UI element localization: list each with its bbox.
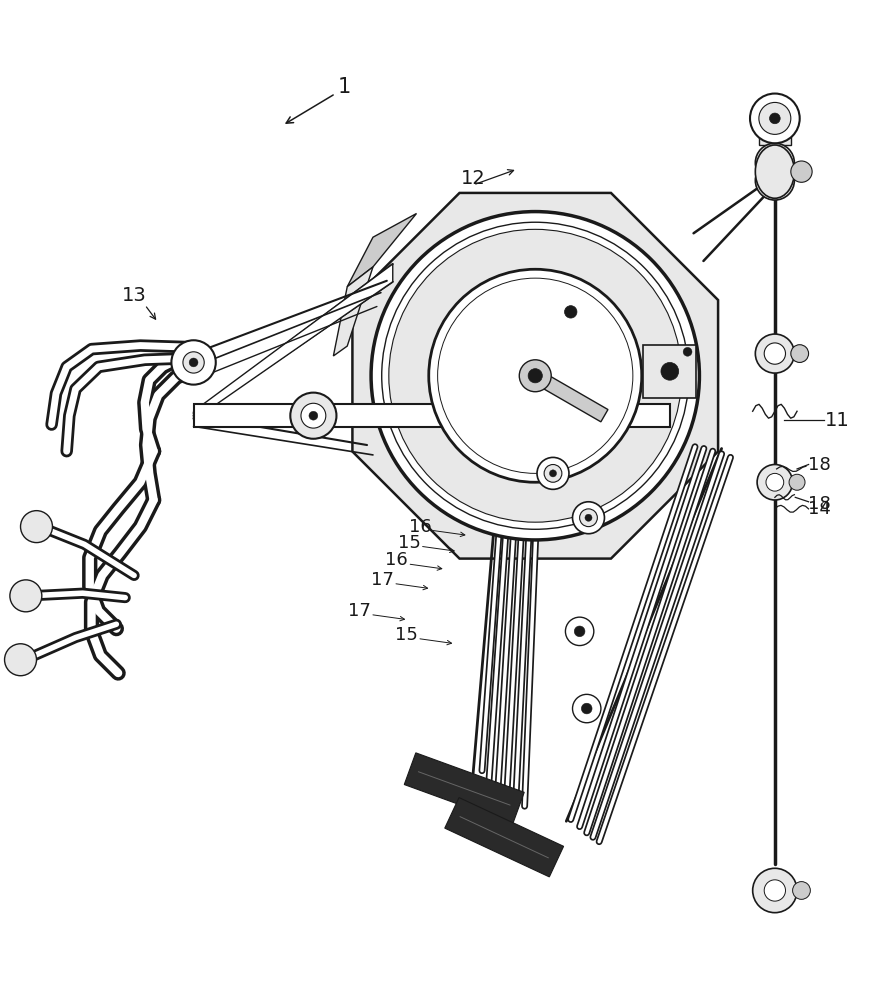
- Circle shape: [789, 474, 805, 490]
- Polygon shape: [643, 345, 697, 398]
- Text: 11: 11: [824, 411, 849, 430]
- Circle shape: [755, 161, 795, 200]
- Circle shape: [301, 403, 326, 428]
- Circle shape: [793, 882, 810, 899]
- Circle shape: [183, 352, 204, 373]
- Circle shape: [791, 161, 812, 182]
- Circle shape: [574, 626, 585, 637]
- Polygon shape: [194, 404, 670, 427]
- Circle shape: [565, 617, 594, 646]
- Text: 15: 15: [397, 534, 421, 552]
- Circle shape: [580, 509, 597, 527]
- Text: 13: 13: [121, 286, 146, 305]
- Circle shape: [585, 514, 592, 521]
- Circle shape: [381, 222, 689, 529]
- Circle shape: [10, 580, 42, 612]
- Polygon shape: [353, 193, 718, 559]
- Circle shape: [755, 143, 795, 182]
- Circle shape: [528, 369, 542, 383]
- Circle shape: [388, 229, 681, 522]
- Circle shape: [683, 347, 692, 356]
- Circle shape: [564, 306, 577, 318]
- Circle shape: [371, 212, 699, 540]
- Circle shape: [757, 465, 793, 500]
- Circle shape: [549, 470, 556, 477]
- Circle shape: [309, 411, 318, 420]
- Polygon shape: [405, 753, 524, 824]
- Circle shape: [753, 868, 797, 913]
- Circle shape: [759, 102, 791, 134]
- Polygon shape: [194, 264, 393, 420]
- Circle shape: [750, 94, 800, 143]
- Circle shape: [290, 393, 337, 439]
- Polygon shape: [445, 798, 563, 877]
- Polygon shape: [531, 370, 608, 422]
- Ellipse shape: [755, 145, 795, 198]
- Circle shape: [519, 360, 551, 392]
- Circle shape: [764, 343, 786, 364]
- Circle shape: [791, 345, 808, 362]
- Text: 16: 16: [408, 518, 431, 536]
- Circle shape: [21, 511, 53, 543]
- Text: 1: 1: [338, 77, 351, 97]
- Text: 12: 12: [461, 169, 486, 188]
- Circle shape: [438, 278, 633, 473]
- Circle shape: [581, 703, 592, 714]
- Polygon shape: [333, 267, 373, 356]
- Circle shape: [755, 334, 795, 373]
- Circle shape: [764, 880, 786, 901]
- Circle shape: [171, 340, 216, 385]
- Text: 16: 16: [386, 551, 408, 569]
- Text: 14: 14: [808, 500, 830, 518]
- Circle shape: [770, 113, 780, 124]
- Circle shape: [537, 457, 569, 489]
- Text: 17: 17: [371, 571, 394, 589]
- Polygon shape: [347, 213, 416, 287]
- Circle shape: [4, 644, 37, 676]
- Text: 17: 17: [348, 602, 371, 620]
- Circle shape: [572, 694, 601, 723]
- Circle shape: [189, 358, 198, 367]
- Circle shape: [661, 362, 679, 380]
- Circle shape: [429, 269, 642, 482]
- Text: 18: 18: [808, 456, 830, 474]
- Text: 15: 15: [395, 626, 418, 644]
- Circle shape: [572, 502, 605, 534]
- Circle shape: [544, 465, 562, 482]
- Text: 18: 18: [808, 495, 830, 513]
- Circle shape: [766, 473, 784, 491]
- Polygon shape: [759, 101, 791, 145]
